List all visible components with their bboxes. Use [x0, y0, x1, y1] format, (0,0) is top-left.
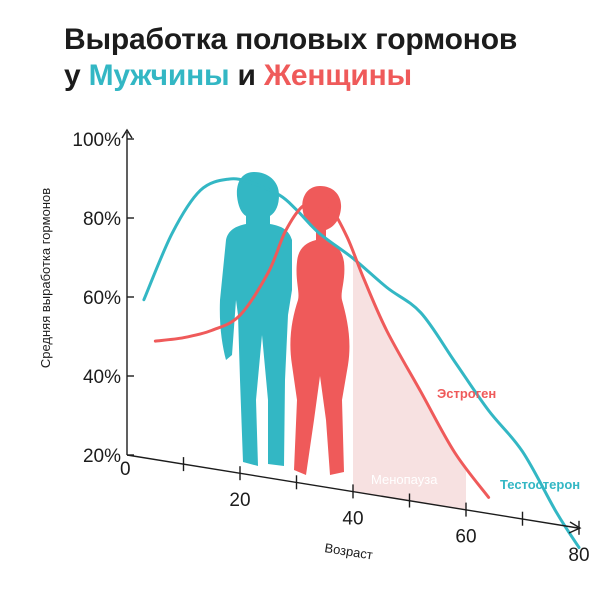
- y-axis-arrow: [121, 128, 133, 139]
- origin-label: 0: [120, 459, 131, 480]
- title-male: Мужчины: [88, 59, 230, 92]
- title-prefix: у: [64, 59, 81, 92]
- y-tick-label-100: 100%: [72, 130, 121, 151]
- menopause-label: Менопауза: [371, 472, 438, 487]
- y-tick-label-40: 40%: [83, 367, 121, 388]
- x-tick-label-60: 60: [455, 527, 476, 548]
- y-tick-label-20: 20%: [83, 446, 121, 467]
- menopause-band: [353, 251, 466, 510]
- testosterone-label: Тестостерон: [500, 477, 580, 492]
- title-female: Женщины: [263, 59, 412, 92]
- x-tick-label-80: 80: [568, 545, 589, 566]
- estrogen-line: [153, 199, 491, 499]
- x-tick-labels: 20 40 60 80: [229, 490, 589, 566]
- x-axis-label: Возраст: [324, 540, 374, 562]
- estrogen-label: Эстроген: [437, 386, 496, 401]
- x-tick-label-20: 20: [229, 490, 250, 511]
- female-silhouette-icon: [290, 186, 350, 475]
- axes: [121, 128, 582, 534]
- x-axis-arrow: [568, 521, 582, 534]
- title-conjunction: и: [237, 59, 256, 92]
- title-line-2: у Мужчины и Женщины: [64, 58, 517, 94]
- y-tick-label-80: 80%: [83, 209, 121, 230]
- title-line-1: Выработка половых гормонов: [64, 23, 518, 56]
- x-tick-label-40: 40: [342, 508, 363, 529]
- testosterone-line: [142, 177, 581, 549]
- y-tick-labels: 20% 40% 60% 80% 100%: [72, 130, 121, 467]
- chart-title: Выработка половых гормонов у Мужчины и Ж…: [64, 22, 517, 94]
- y-tick-label-60: 60%: [83, 288, 121, 309]
- y-axis-label: Средняя выработка гормонов: [38, 188, 53, 368]
- male-silhouette-icon: [219, 172, 292, 466]
- tick-marks: [127, 138, 580, 535]
